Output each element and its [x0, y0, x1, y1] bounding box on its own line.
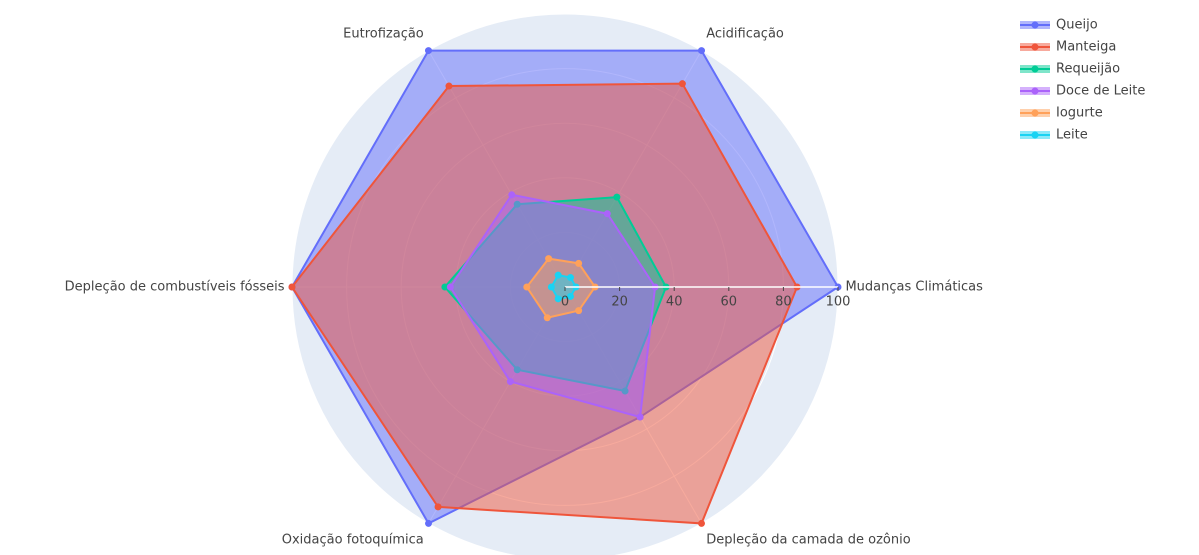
- radial-tick-label: 40: [666, 295, 683, 310]
- legend-label: Manteiga: [1056, 40, 1116, 55]
- legend-marker: [1031, 21, 1039, 29]
- point: [613, 193, 621, 201]
- angular-label: Depleção de combustíveis fósseis: [65, 280, 285, 295]
- legend-label: Queijo: [1056, 18, 1098, 33]
- point: [425, 519, 432, 527]
- point: [636, 413, 644, 421]
- legend-label: Iogurte: [1056, 106, 1103, 121]
- point: [434, 503, 442, 511]
- radial-tick-label: 60: [721, 295, 738, 310]
- legend-marker: [1031, 43, 1039, 51]
- angular-label: Oxidação fotoquímica: [282, 533, 424, 548]
- point: [566, 292, 574, 300]
- point: [425, 47, 432, 55]
- point: [566, 274, 574, 282]
- angular-label: Depleção da camada de ozônio: [706, 533, 910, 548]
- point: [698, 519, 705, 527]
- point: [446, 283, 454, 291]
- legend-label: Leite: [1056, 128, 1088, 143]
- point: [603, 210, 611, 218]
- angular-label: Acidificação: [706, 26, 784, 41]
- point: [545, 255, 553, 263]
- point: [543, 314, 551, 322]
- point: [523, 283, 531, 291]
- point: [575, 307, 583, 315]
- legend-label: Doce de Leite: [1056, 84, 1145, 99]
- point: [547, 283, 555, 291]
- point: [288, 283, 296, 291]
- legend-marker: [1031, 87, 1039, 95]
- radial-tick-label: 0: [561, 295, 569, 310]
- point: [506, 378, 514, 386]
- legend-marker: [1031, 131, 1039, 139]
- point: [554, 295, 562, 303]
- angular-label: Mudanças Climáticas: [845, 280, 983, 295]
- point: [698, 47, 705, 55]
- legend-label: Requeijão: [1056, 62, 1120, 77]
- point: [508, 191, 516, 199]
- angular-label: Eutrofização: [343, 26, 424, 41]
- radial-tick-label: 100: [826, 295, 851, 310]
- point: [575, 259, 583, 267]
- legend-marker: [1031, 65, 1039, 73]
- point: [678, 80, 686, 88]
- point: [441, 283, 449, 291]
- point: [554, 271, 562, 279]
- point: [445, 82, 453, 90]
- radial-tick-label: 20: [611, 295, 628, 310]
- radial-tick-label: 80: [775, 295, 792, 310]
- legend-marker: [1031, 109, 1039, 117]
